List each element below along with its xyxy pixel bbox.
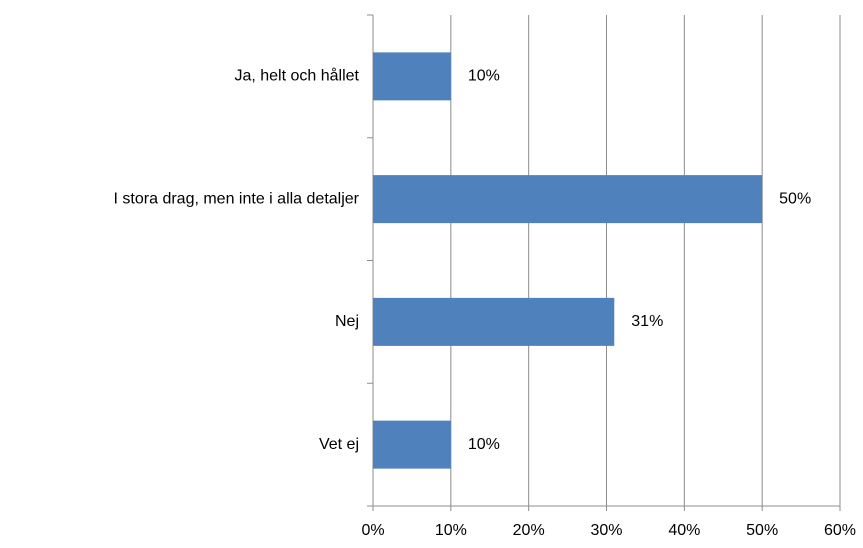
y-tick-label: Vet ej bbox=[319, 436, 359, 453]
value-label: 10% bbox=[468, 436, 500, 453]
value-label: 31% bbox=[631, 313, 663, 330]
x-tick-label: 10% bbox=[435, 522, 467, 539]
value-label: 10% bbox=[468, 68, 500, 85]
bar bbox=[373, 52, 451, 101]
bar bbox=[373, 420, 451, 469]
y-tick-label: I stora drag, men inte i alla detaljer bbox=[114, 190, 360, 207]
bar bbox=[373, 175, 763, 224]
bar bbox=[373, 297, 615, 346]
x-tick-label: 60% bbox=[824, 522, 856, 539]
x-tick-label: 40% bbox=[668, 522, 700, 539]
y-tick-label: Nej bbox=[335, 313, 359, 330]
value-label: 50% bbox=[779, 190, 811, 207]
x-tick-label: 50% bbox=[746, 522, 778, 539]
x-tick-label: 30% bbox=[590, 522, 622, 539]
x-tick-label: 0% bbox=[361, 522, 384, 539]
y-tick-label: Ja, helt och hållet bbox=[234, 67, 359, 85]
x-tick-label: 20% bbox=[513, 522, 545, 539]
